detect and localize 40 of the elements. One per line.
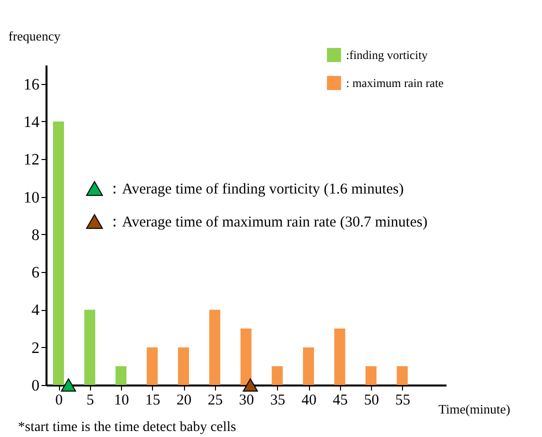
legend-label: : maximum rain rate — [346, 76, 444, 90]
y-tick-label: 14 — [24, 114, 40, 131]
x-tick-label: 30 — [239, 392, 254, 408]
y-tick-label: 16 — [24, 76, 40, 94]
bar — [396, 366, 408, 385]
x-tick-label: 15 — [145, 392, 160, 408]
y-tick-label: 2 — [32, 340, 40, 357]
bar — [366, 366, 376, 385]
y-tick-label: 10 — [24, 189, 40, 206]
bar — [178, 347, 189, 385]
legend-label: :finding vorticity — [346, 48, 428, 62]
text: *start time is the time detect baby cells — [18, 420, 236, 435]
x-tick-label: 0 — [55, 392, 63, 408]
bar — [84, 310, 96, 385]
x-tick-label: 40 — [302, 392, 316, 408]
x-tick-label: 20 — [176, 392, 192, 408]
legend-label: ：Average time of finding vorticity (1.6 minutes) — [107, 182, 404, 198]
y-tick-label: 6 — [32, 264, 40, 282]
x-tick-label: 10 — [114, 392, 129, 408]
x-axis-title: Time(minute) — [438, 402, 510, 416]
y-tick-label: 0 — [32, 378, 40, 394]
bar — [240, 328, 252, 385]
y-tick-label: 8 — [32, 226, 40, 244]
bar — [334, 328, 346, 385]
x-tick-label: 25 — [208, 392, 223, 408]
bar — [53, 121, 64, 385]
bar — [116, 366, 126, 385]
bar — [303, 347, 314, 385]
legend-label: ：Average time of maximum rain rate (30.7 minutes) — [107, 214, 428, 230]
bar — [272, 366, 283, 385]
x-tick-label: 45 — [332, 392, 348, 408]
y-tick-label: 4 — [32, 302, 40, 320]
x-tick-label: 5 — [86, 392, 94, 408]
bar — [209, 310, 220, 385]
bar — [146, 347, 158, 385]
x-tick-label: 35 — [270, 392, 286, 408]
x-tick-label: 55 — [395, 392, 410, 408]
x-tick-label: 50 — [364, 392, 379, 408]
y-tick-label: 12 — [24, 152, 40, 169]
y-axis-title: frequency — [8, 28, 61, 44]
